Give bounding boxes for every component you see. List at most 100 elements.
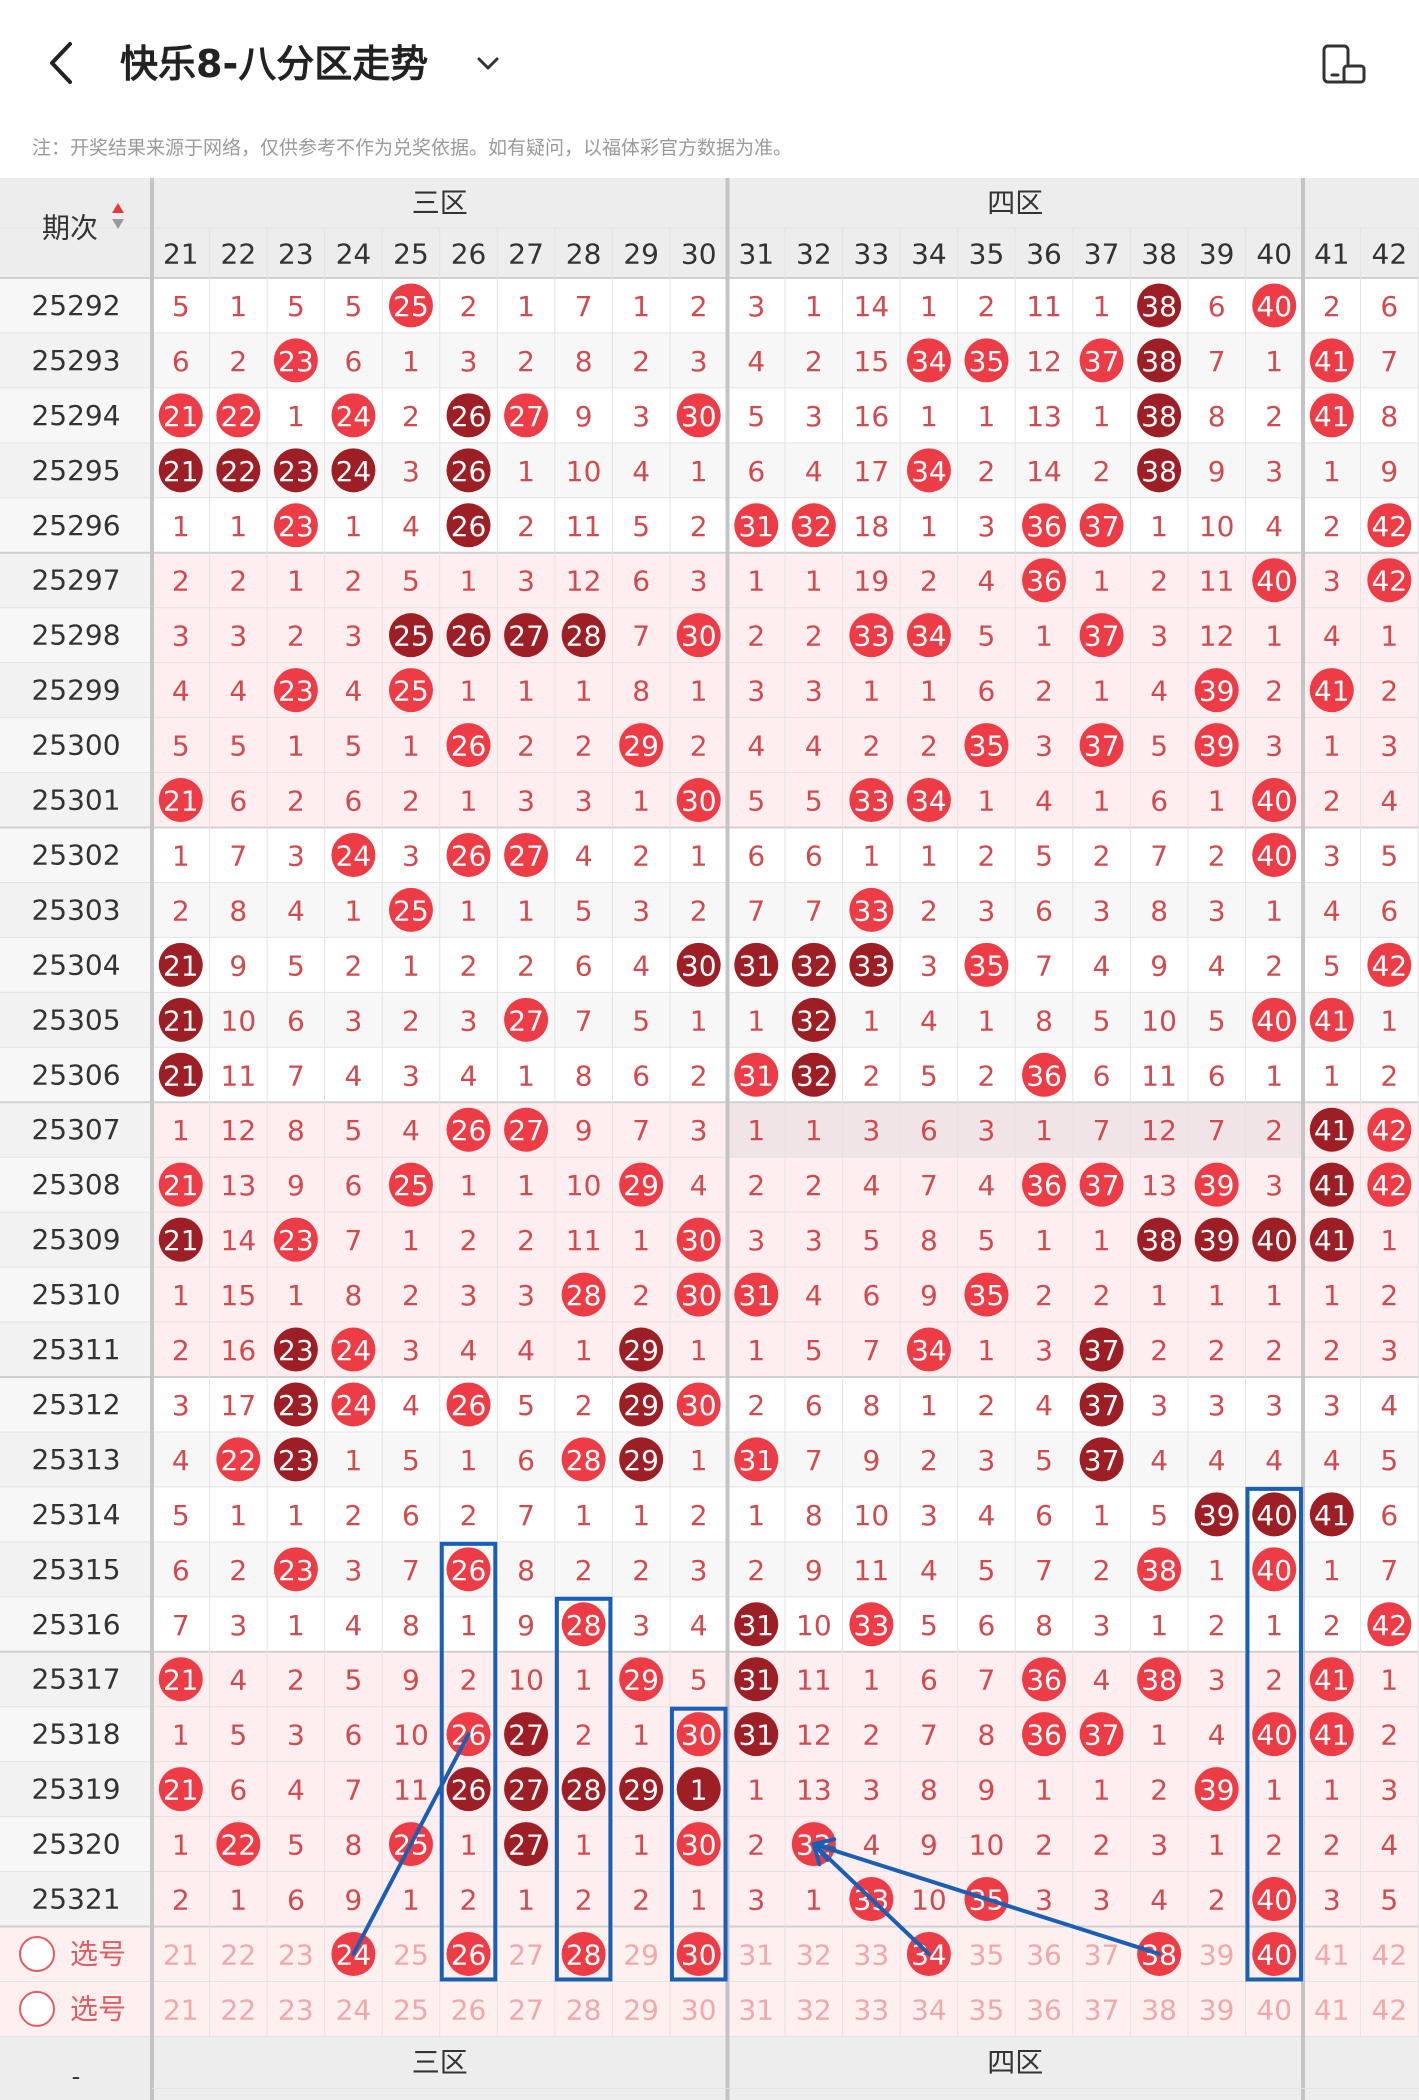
- ball-number: 23: [278, 510, 314, 543]
- select-number[interactable]: 39: [1199, 1993, 1235, 2026]
- select-number[interactable]: 36: [1026, 1938, 1062, 1971]
- miss-count: 2: [517, 1224, 535, 1257]
- select-number[interactable]: 29: [623, 1993, 659, 2026]
- chevron-left-icon[interactable]: [38, 38, 88, 88]
- select-radio[interactable]: [19, 1935, 55, 1972]
- select-number[interactable]: 41: [1314, 1938, 1350, 1971]
- miss-count: 11: [1141, 1059, 1177, 1092]
- select-number[interactable]: 22: [221, 1993, 257, 2026]
- select-number[interactable]: 34: [911, 1993, 947, 2026]
- ball-number: 31: [738, 1664, 774, 1697]
- select-number[interactable]: 37: [1084, 1993, 1120, 2026]
- select-number[interactable]: 24: [336, 1993, 372, 2026]
- ball-number: 27: [508, 400, 544, 433]
- miss-count: 2: [229, 1554, 247, 1587]
- select-radio[interactable]: [19, 1990, 55, 2027]
- miss-count: 1: [229, 290, 247, 323]
- select-number[interactable]: 29: [623, 1938, 659, 1971]
- ball-number: 41: [1314, 1224, 1350, 1257]
- select-number[interactable]: 32: [796, 1938, 832, 1971]
- miss-count: 6: [172, 345, 190, 378]
- column-number: 32: [796, 238, 832, 271]
- miss-count: 5: [1380, 1884, 1398, 1917]
- chevron-down-icon[interactable]: [470, 46, 506, 82]
- select-number[interactable]: 40: [1256, 1993, 1292, 2026]
- select-number[interactable]: 35: [969, 1938, 1005, 1971]
- miss-count: 3: [747, 290, 765, 323]
- select-number[interactable]: 33: [854, 1993, 890, 2026]
- miss-count: 1: [1093, 1774, 1111, 1807]
- select-number[interactable]: 36: [1026, 1993, 1062, 2026]
- drawn-ball: [216, 448, 261, 493]
- select-number[interactable]: 38: [1141, 1993, 1177, 2026]
- miss-count: 2: [978, 839, 996, 872]
- select-number[interactable]: 32: [796, 1993, 832, 2026]
- miss-count: 8: [632, 675, 650, 708]
- annotation-box: [554, 1596, 613, 1982]
- period-number: 25300: [31, 729, 120, 762]
- miss-count: 4: [978, 1169, 996, 1202]
- miss-count: 3: [229, 1609, 247, 1642]
- select-number[interactable]: 27: [508, 1938, 544, 1971]
- miss-count: 1: [1093, 1224, 1111, 1257]
- select-number[interactable]: 30: [681, 1993, 717, 2026]
- select-number[interactable]: 39: [1199, 1938, 1235, 1971]
- picked-ball[interactable]: [561, 1931, 606, 1976]
- select-number[interactable]: 37: [1084, 1938, 1120, 1971]
- select-number[interactable]: 22: [221, 1938, 257, 1971]
- ball-number: 37: [1084, 345, 1120, 378]
- select-number[interactable]: 31: [738, 1938, 774, 1971]
- picked-ball[interactable]: [446, 1931, 491, 1976]
- select-number[interactable]: 27: [508, 1993, 544, 2026]
- ball-number: 23: [278, 675, 314, 708]
- select-number[interactable]: 23: [278, 1993, 314, 2026]
- miss-count: 1: [402, 949, 420, 982]
- miss-count: 4: [172, 675, 190, 708]
- select-number[interactable]: 31: [738, 1993, 774, 2026]
- select-number[interactable]: 35: [969, 1993, 1005, 2026]
- ball-number: 36: [1026, 510, 1062, 543]
- miss-count: 11: [221, 1059, 257, 1092]
- miss-count: 8: [1150, 894, 1168, 927]
- miss-count: 2: [1208, 1609, 1226, 1642]
- row-period-bg: [0, 1596, 152, 1652]
- miss-count: 1: [690, 455, 708, 488]
- select-number[interactable]: 25: [393, 1993, 429, 2026]
- row-period-bg: [0, 827, 152, 883]
- miss-count: 4: [1323, 894, 1341, 927]
- select-number[interactable]: 41: [1314, 1993, 1350, 2026]
- miss-count: 15: [221, 1279, 257, 1312]
- picked-ball[interactable]: [676, 1931, 721, 1976]
- drawn-ball: [1079, 613, 1124, 658]
- select-number[interactable]: 21: [163, 1938, 199, 1971]
- miss-count: 6: [1035, 1499, 1053, 1532]
- drawn-ball: [734, 503, 779, 548]
- miss-count: 9: [862, 1444, 880, 1477]
- miss-count: 10: [393, 1719, 429, 1752]
- select-number[interactable]: 28: [566, 1993, 602, 2026]
- picked-ball[interactable]: [1252, 1931, 1297, 1976]
- sort-up-down-icon[interactable]: [112, 203, 124, 229]
- miss-count: 15: [854, 345, 890, 378]
- row-period-bg: [0, 882, 152, 938]
- select-number[interactable]: 42: [1372, 1938, 1408, 1971]
- miss-count: 7: [632, 1114, 650, 1147]
- select-number[interactable]: 21: [163, 1993, 199, 2026]
- miss-count: 1: [1265, 1774, 1283, 1807]
- page-title[interactable]: 快乐8-八分区走势: [120, 42, 429, 86]
- select-number[interactable]: 26: [451, 1993, 487, 2026]
- select-number[interactable]: 25: [393, 1938, 429, 1971]
- miss-count: 3: [862, 1774, 880, 1807]
- drawn-ball: [734, 1272, 779, 1317]
- miss-count: 3: [287, 1719, 305, 1752]
- device-toggle-icon[interactable]: [1320, 42, 1368, 90]
- select-number[interactable]: 23: [278, 1938, 314, 1971]
- ball-number: 36: [1026, 1664, 1062, 1697]
- ball-number: 40: [1256, 839, 1292, 872]
- miss-count: 2: [402, 785, 420, 818]
- select-number[interactable]: 33: [854, 1938, 890, 1971]
- miss-count: 3: [632, 894, 650, 927]
- select-number[interactable]: 42: [1372, 1993, 1408, 2026]
- miss-count: 3: [1380, 1774, 1398, 1807]
- drawn-ball: [964, 338, 1009, 383]
